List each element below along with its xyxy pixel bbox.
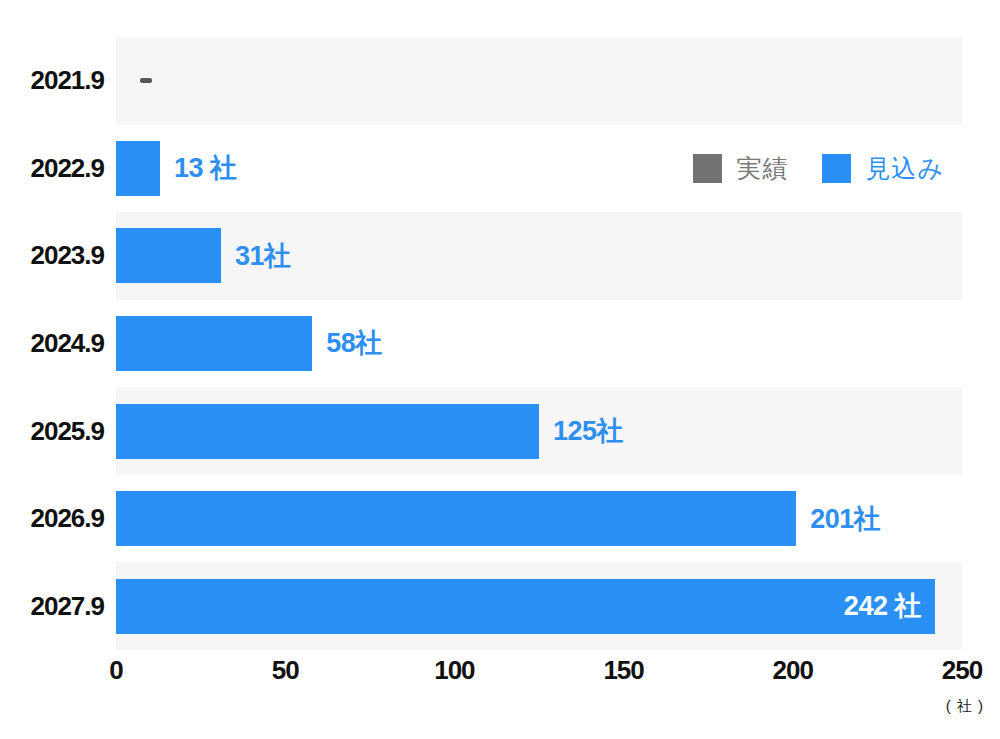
bar [116,404,539,459]
plot-area: 13 社 31社 58社 125社 201社 242 社 [116,37,962,650]
bar-row: 201社 [116,475,962,563]
value-label: 125社 [553,413,623,449]
bar [116,228,221,283]
x-tick-label: 200 [773,655,813,686]
x-axis: 050100150200250 [116,655,962,687]
bar-row: 31社 [116,212,962,300]
value-label: 31社 [235,238,291,274]
value-label: 13 社 [174,150,237,186]
bar-row: 125社 [116,387,962,475]
x-tick-label: 0 [109,655,122,686]
category-label: 2022.9 [0,125,104,213]
value-label: 201社 [810,501,880,537]
x-tick-label: 50 [272,655,299,686]
bar-row: 13 社 [116,125,962,213]
bar-row [116,37,962,125]
bar-row: 58社 [116,300,962,388]
x-tick-label: 250 [942,655,982,686]
category-label: 2026.9 [0,475,104,563]
category-label: 2025.9 [0,387,104,475]
y-axis-labels: 2021.92022.92023.92024.92025.92026.92027… [0,37,104,650]
value-label: 58社 [326,325,382,361]
category-label: 2027.9 [0,562,104,650]
bar [116,316,312,371]
x-axis-unit-label: ( 社 ) [946,697,984,716]
bar-row: 242 社 [116,562,962,650]
category-label: 2024.9 [0,300,104,388]
chart-canvas: 期末時点広告代理店数 実績 見込み 2021.92022.92023.92024… [0,0,1000,739]
category-label: 2023.9 [0,212,104,300]
x-tick-label: 150 [603,655,643,686]
x-tick-label: 100 [434,655,474,686]
category-label: 2021.9 [0,37,104,125]
bar [116,141,160,196]
no-data-dash [140,78,152,83]
bar [116,491,796,546]
value-label: 242 社 [844,588,935,624]
bar: 242 社 [116,579,935,634]
